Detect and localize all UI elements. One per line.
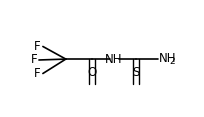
Text: 2: 2 bbox=[169, 57, 174, 66]
Text: F: F bbox=[34, 67, 41, 80]
Text: NH: NH bbox=[105, 53, 123, 66]
Text: F: F bbox=[30, 53, 37, 66]
Text: NH: NH bbox=[159, 52, 177, 65]
Text: F: F bbox=[34, 40, 41, 53]
Text: S: S bbox=[132, 66, 140, 79]
Text: O: O bbox=[87, 66, 96, 79]
